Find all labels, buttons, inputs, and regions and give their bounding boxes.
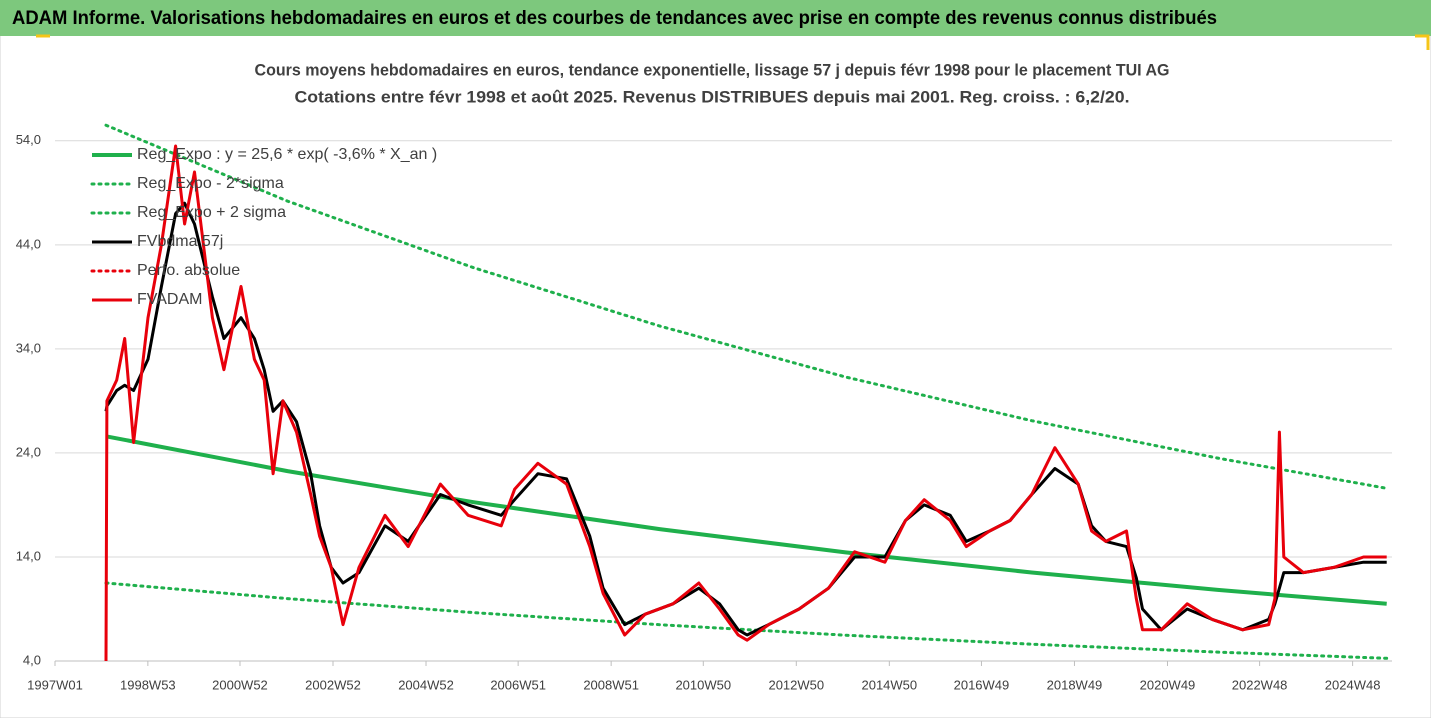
legend-label: Reg_Expo - 2*sigma [137,175,284,192]
series-line [105,434,1387,606]
corner-mark [1415,34,1430,50]
series-line [104,123,1389,490]
x-tick-label: 2002W52 [305,677,361,692]
series-line [104,581,1389,660]
y-tick-label: 54,0 [16,132,41,147]
x-tick-label: 2024W48 [1325,677,1381,692]
series-line [104,144,1387,662]
legend-label: FVbdma 57j [137,233,223,250]
y-tick-label: 34,0 [16,340,41,355]
x-tick-label: 2018W49 [1047,677,1103,692]
header-title: ADAM Informe. Valorisations hebdomadaire… [12,8,1217,29]
x-tick-label: 1997W01 [27,677,83,692]
x-tick-label: 2010W50 [675,677,731,692]
legend-label: Reg_Expo : y = 25,6 * exp( -3,6% * X_an … [137,146,437,163]
x-tick-label: 2006W51 [490,677,546,692]
x-tick-label: 2008W51 [583,677,639,692]
chart-subtitle: Cotations entre févr 1998 et août 2025. … [295,87,1130,106]
x-tick-label: 2022W48 [1232,677,1288,692]
x-tick-label: 2012W50 [768,677,824,692]
x-tick-label: 2016W49 [954,677,1010,692]
x-tick-label: 1998W53 [120,677,176,692]
legend-label: Perfo. absolue [137,262,240,279]
header-bar [0,0,1431,36]
y-tick-label: 4,0 [23,652,41,667]
chart-title: Cours moyens hebdomadaires en euros, ten… [255,60,1170,79]
x-tick-label: 2020W49 [1140,677,1196,692]
y-tick-label: 44,0 [16,236,41,251]
y-tick-label: 14,0 [16,548,41,563]
x-tick-label: 2014W50 [861,677,917,692]
x-tick-label: 2004W52 [398,677,454,692]
legend-label: FVADAM [137,291,202,308]
y-tick-label: 24,0 [16,444,41,459]
x-tick-label: 2000W52 [212,677,268,692]
legend-label: Reg_Expo + 2 sigma [137,204,286,221]
